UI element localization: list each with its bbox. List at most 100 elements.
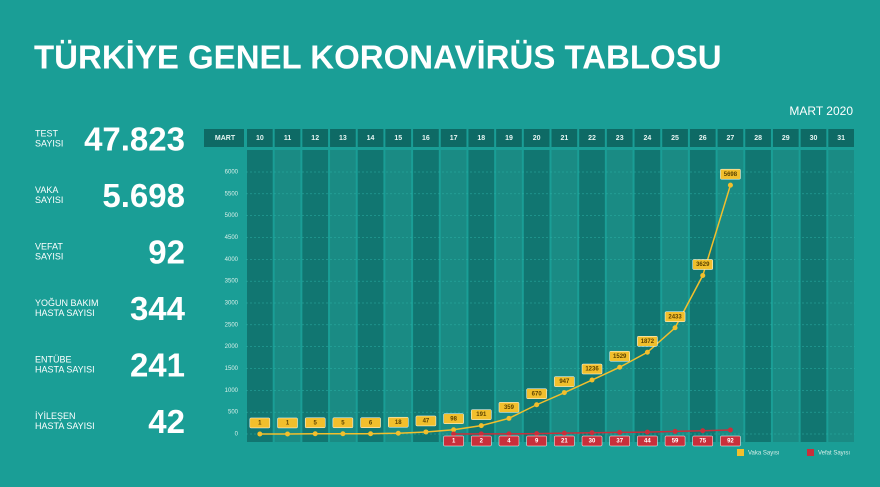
header-cell [204,129,244,147]
data-label: 47 [423,419,430,425]
x-tick-label: 13 [339,135,347,142]
data-label-box [609,350,630,362]
data-label: 21 [561,439,568,445]
data-label: 18 [395,420,402,426]
column-stripe [330,150,356,442]
header-cell [634,129,661,147]
column-stripe [662,150,688,442]
data-point [672,428,678,434]
column-stripe [772,150,799,442]
data-point [478,431,484,437]
y-tick-label: 5000 [225,213,239,219]
data-label: 191 [476,412,487,418]
x-tick-label: 12 [311,135,319,142]
data-label: 3629 [696,262,710,268]
data-label: 1872 [641,339,655,345]
data-label-box [471,435,492,447]
title: TÜRKİYE GENEL KORONAVİRÜS TABLOSU [34,39,722,76]
data-label-box [471,409,492,420]
data-label-box [720,435,741,447]
y-tick-label: 4500 [225,235,239,241]
stat-value: 92 [148,234,185,271]
x-tick-label: 11 [284,135,292,142]
column-stripe [357,150,384,442]
stat-value: 5.698 [102,177,185,214]
data-point [727,182,733,188]
header-cell [745,129,771,147]
y-tick-label: 5500 [225,191,239,197]
data-point [672,325,678,331]
data-point [700,428,706,434]
x-tick-label: 19 [505,135,513,142]
data-point [617,364,623,370]
data-label-box [664,311,686,323]
column-stripe [800,150,827,442]
x-tick-label: 27 [727,135,735,142]
y-tick-label: 0 [235,432,239,438]
header-cell [468,129,495,147]
x-tick-label: 24 [643,135,651,142]
stat-label: SAYISI [35,138,63,148]
data-label: 37 [616,439,623,445]
data-point [451,427,457,433]
x-tick-label: 14 [367,135,375,142]
data-label: 2 [480,439,484,445]
data-label-box [498,435,520,447]
y-tick-label: 3500 [225,279,239,285]
x-tick-label: 28 [754,135,762,142]
data-point [395,430,401,436]
header-cell [579,129,605,147]
y-tick-label: 2000 [225,344,239,350]
stat-label: SAYISI [35,195,63,205]
data-label-box [415,415,437,427]
header-cell [800,129,827,147]
data-label-box [498,402,520,413]
data-label-box [720,168,741,180]
data-label: 75 [699,439,706,445]
header-cell [247,129,273,147]
x-tick-label: 25 [671,135,679,142]
header-cell [551,129,578,147]
x-tick-label: 21 [560,135,568,142]
x-tick-label: 17 [450,135,458,142]
stat-label: HASTA SAYISI [35,364,95,374]
data-label: 6 [369,420,373,426]
header-cell [662,129,688,147]
column-stripe [302,150,329,442]
x-axis-label: MART [215,135,236,142]
data-label: 1529 [613,354,627,360]
data-point [561,390,567,396]
data-point [451,431,457,437]
data-label: 30 [589,439,596,445]
x-tick-label: 26 [699,135,707,142]
stat-label: VEFAT [35,241,63,251]
data-point [478,423,484,429]
header-cell [302,129,329,147]
header-cell [274,129,301,147]
header-cell [523,129,550,147]
data-label-box [526,388,547,399]
header-cell [440,129,467,147]
y-tick-label: 4000 [225,257,239,263]
stat-label: İYİLEŞEN [35,411,76,421]
data-point [368,431,374,437]
legend-label: Vaka Sayısı [748,451,780,457]
data-point [285,431,291,437]
stat-label: VAKA [35,185,58,195]
data-label-box [554,376,575,387]
y-tick-label: 1000 [225,388,239,394]
data-point [534,402,540,408]
data-label-box [637,336,658,347]
column-stripe [385,150,412,442]
y-tick-label: 3000 [225,301,239,307]
legend-swatch [807,449,814,456]
column-stripe [828,150,854,442]
data-point [534,431,540,437]
data-label-box [277,417,298,429]
data-label: 1 [258,421,262,427]
data-point [312,431,318,437]
data-label: 1236 [585,367,599,373]
y-tick-label: 2500 [225,322,239,328]
data-label: 44 [644,439,651,445]
